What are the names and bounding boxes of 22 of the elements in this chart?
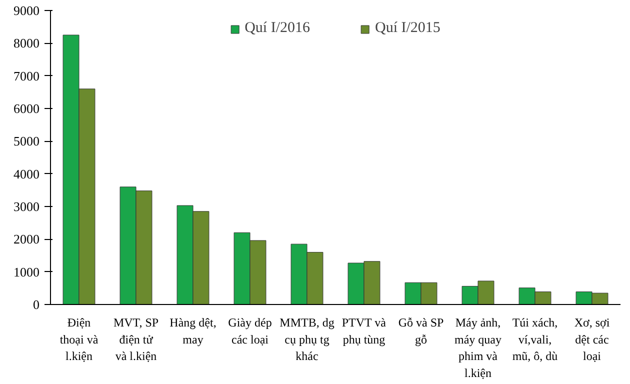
x-tick-label: Máy ảnh, máy quay phim và l.kiện xyxy=(454,316,502,380)
x-tick-label: Gỗ và SP gỗ xyxy=(398,316,444,346)
x-tick-label: MMTB, dg cụ phụ tg khác xyxy=(280,316,334,364)
y-tick-label: 2000 xyxy=(14,232,40,247)
x-tick-label: Túi xách, ví,vali, mũ, ô, dù xyxy=(512,316,558,364)
y-tick-label: 1000 xyxy=(14,264,40,280)
y-tick-label: 6000 xyxy=(14,101,40,116)
x-tick-label: Hàng dệt, may xyxy=(170,316,216,346)
x-tick-label: Giày dép các loại xyxy=(228,316,272,346)
y-tick-label: 8000 xyxy=(14,36,40,51)
x-tick-label: PTVT và phụ tùng xyxy=(342,316,387,346)
x-tick-label: Điện thoại và l.kiện xyxy=(60,316,99,364)
y-tick-label: 3000 xyxy=(14,199,40,214)
y-tick-label: 5000 xyxy=(14,134,40,149)
y-tick-label: 0 xyxy=(33,297,40,312)
y-tick-label: 9000 xyxy=(14,3,40,18)
x-tick-label: Xơ, sợi dệt các loại xyxy=(574,316,610,364)
x-tick-label: MVT, SP điện tử và l.kiện xyxy=(113,316,159,364)
y-tick-label: 4000 xyxy=(14,166,40,182)
legend-label: Quí I/2016 xyxy=(244,20,310,37)
legend-label: Quí I/2015 xyxy=(375,20,440,37)
y-tick-label: 7000 xyxy=(14,68,40,84)
